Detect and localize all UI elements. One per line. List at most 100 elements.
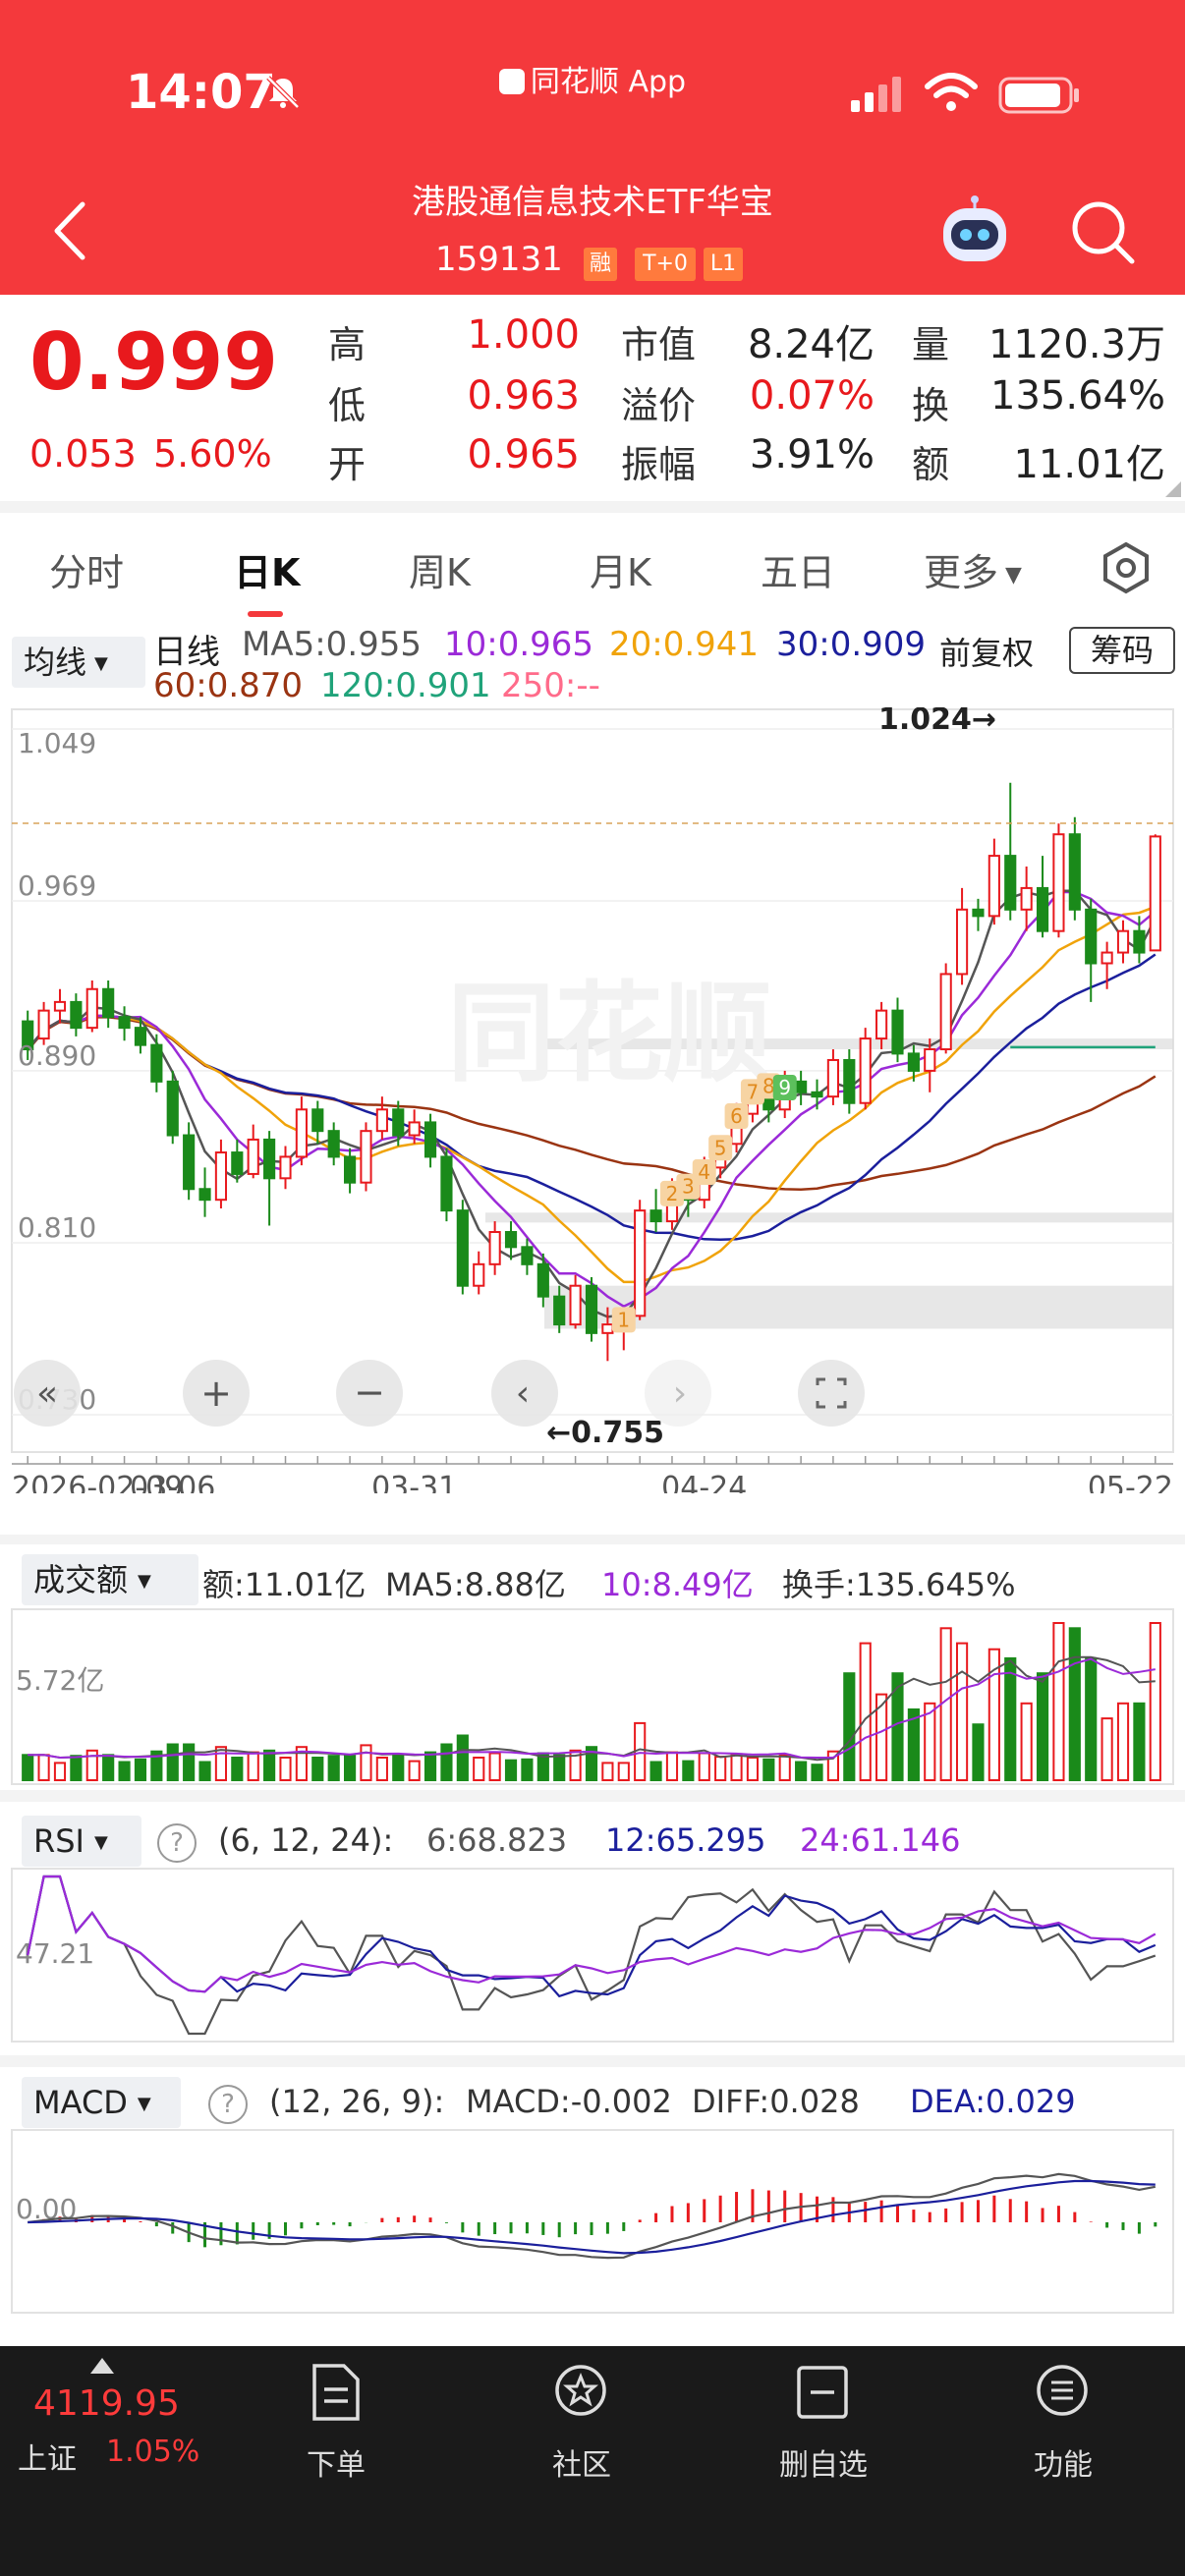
- candle-body: [521, 1246, 534, 1265]
- candle-body: [408, 1121, 421, 1137]
- y-tick-label: 0.810: [18, 1211, 96, 1244]
- candle-body: [488, 1231, 501, 1265]
- watermark: 同花顺: [447, 971, 771, 1096]
- candle: [150, 1034, 163, 1092]
- remove-watchlist-icon[interactable]: [794, 2362, 851, 2423]
- volume-bar: [875, 1693, 888, 1781]
- x-tick-label: 05-22: [1088, 1471, 1173, 1493]
- tab-weekly-k[interactable]: 周K: [409, 551, 471, 594]
- fund-code: 159131: [435, 240, 563, 279]
- candle: [392, 1100, 405, 1147]
- candle: [939, 963, 952, 1054]
- rsi-help-icon[interactable]: ?: [157, 1823, 197, 1863]
- volume-bar: [504, 1759, 518, 1781]
- candle-body: [198, 1188, 211, 1202]
- candle: [311, 1100, 324, 1145]
- candle: [924, 1038, 936, 1092]
- nav-order[interactable]: 下单: [307, 2448, 366, 2483]
- settings-hexagon-icon[interactable]: [1099, 540, 1154, 595]
- candle-body: [585, 1284, 598, 1334]
- value-amplitude: 3.91%: [749, 432, 875, 477]
- community-star-icon[interactable]: [552, 2362, 609, 2423]
- ma-selector[interactable]: 均线 ▼: [12, 637, 145, 688]
- volume-bar: [1149, 1622, 1161, 1781]
- order-document-icon[interactable]: [307, 2362, 364, 2423]
- period-tabs: 分时 日K 周K 月K 五日 更多 ▼: [0, 513, 1185, 621]
- volume-bars: [22, 1622, 1161, 1782]
- index-value[interactable]: 4119.95: [33, 2383, 180, 2424]
- rsi-selector[interactable]: RSI ▼: [22, 1816, 141, 1867]
- chevron-left-icon: ‹: [516, 1373, 530, 1414]
- rsi6-value: 6:68.823: [426, 1821, 568, 1859]
- zoom-out-button[interactable]: −: [336, 1360, 403, 1427]
- zoom-in-button[interactable]: +: [183, 1360, 250, 1427]
- index-name: 上证: [18, 2442, 77, 2477]
- fullscreen-button[interactable]: [798, 1360, 865, 1427]
- candle: [214, 1139, 228, 1208]
- scroll-left-button[interactable]: «: [14, 1360, 81, 1427]
- candle: [134, 1017, 147, 1054]
- adjust-mode[interactable]: 前复权: [939, 635, 1035, 672]
- candle-body: [70, 1000, 83, 1030]
- volume-indicator-selector[interactable]: 成交额 ▼: [22, 1554, 198, 1605]
- app-label[interactable]: 同花顺 App: [0, 57, 1185, 100]
- tab-daily-k[interactable]: 日K: [234, 551, 301, 594]
- expand-corner-icon[interactable]: [1165, 481, 1181, 497]
- ma10-value: 10:0.965: [444, 625, 594, 664]
- y-tick-label: 0.969: [18, 869, 96, 902]
- macd-chart[interactable]: 0.00: [0, 2128, 1185, 2315]
- nav-functions[interactable]: 功能: [1034, 2448, 1093, 2483]
- candle: [1116, 920, 1130, 964]
- search-icon[interactable]: [1067, 196, 1138, 267]
- volume-chart[interactable]: 5.72亿: [0, 1607, 1185, 1788]
- ma-period: 日线: [153, 633, 220, 672]
- rsi12-value: 12:65.295: [605, 1821, 766, 1859]
- macd-value: MACD:-0.002: [466, 2083, 672, 2120]
- candle-body: [553, 1295, 566, 1326]
- volume-bar: [891, 1672, 904, 1781]
- function-menu-icon[interactable]: [1034, 2362, 1091, 2423]
- candle-body: [53, 1000, 67, 1012]
- chip-distribution-button[interactable]: 筹码: [1069, 627, 1175, 674]
- rsi-chart[interactable]: 47.21: [0, 1867, 1185, 2044]
- tab-intraday[interactable]: 分时: [49, 551, 125, 594]
- nav-community[interactable]: 社区: [552, 2448, 611, 2483]
- back-arrow-icon[interactable]: [49, 196, 92, 265]
- candle: [1133, 916, 1146, 964]
- x-tick-label: 04-24: [661, 1471, 747, 1493]
- volume-bar: [521, 1758, 534, 1782]
- step-right-button[interactable]: ›: [645, 1360, 711, 1427]
- volume-bar: [166, 1743, 179, 1781]
- macd-help-icon[interactable]: ?: [208, 2085, 248, 2124]
- volume-bar: [134, 1758, 147, 1782]
- candle-body: [247, 1138, 259, 1175]
- candle-body: [1052, 833, 1065, 932]
- ma250-value: 250:--: [501, 666, 600, 705]
- candle: [423, 1113, 437, 1168]
- x-tick-label: 03-31: [371, 1471, 457, 1493]
- assistant-robot-icon[interactable]: [935, 195, 1014, 267]
- volume-bar: [198, 1761, 211, 1781]
- candle: [279, 1146, 292, 1190]
- candle-body: [375, 1108, 388, 1133]
- tab-more[interactable]: 更多 ▼: [924, 542, 1022, 596]
- candle: [988, 838, 1000, 925]
- signal-mark: 1: [611, 1307, 636, 1333]
- tab-five-day[interactable]: 五日: [761, 551, 836, 594]
- candle-body: [473, 1262, 485, 1287]
- candle-body: [972, 908, 985, 918]
- step-left-button[interactable]: ‹: [491, 1360, 558, 1427]
- value-turnover: 135.64%: [990, 373, 1165, 419]
- tab-monthly-k[interactable]: 月K: [590, 551, 651, 594]
- nav-remove-watchlist[interactable]: 删自选: [779, 2448, 868, 2483]
- macd-selector[interactable]: MACD ▼: [22, 2077, 181, 2128]
- candle: [53, 988, 67, 1024]
- chart-grid: [12, 728, 1173, 1416]
- caret-down-icon: ▼: [138, 1571, 151, 1592]
- candle-body: [1149, 835, 1161, 952]
- header: 14:07 同花顺 App 港股通信息技术ETF华: [0, 0, 1185, 295]
- app-label-text: 同花顺 App: [530, 65, 687, 99]
- volume-bar: [955, 1642, 969, 1781]
- candle-body: [988, 855, 1000, 918]
